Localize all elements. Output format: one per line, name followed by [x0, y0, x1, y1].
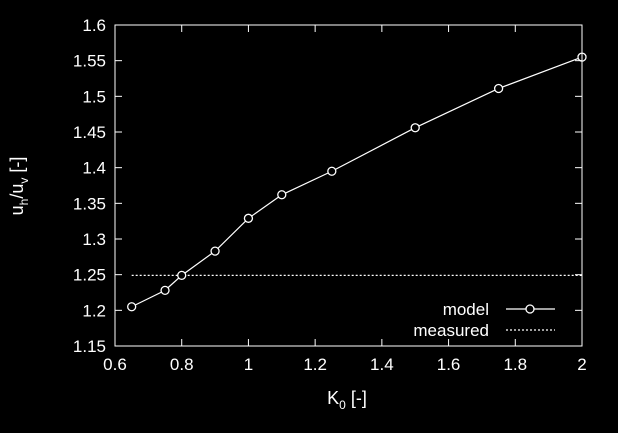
y-axis-label-subscript-h: h: [17, 199, 31, 206]
y-tick-label: 1.4: [82, 159, 106, 178]
x-tick-label: 1.6: [437, 355, 461, 374]
model-data-point: [277, 190, 287, 200]
axis-ticks: 0.6 0.8 1 1.2 1.4 1.6 1.8 2 1.15 1.2 1.25 1.3 1.35 1.…: [73, 16, 587, 374]
y-axis-label-subscript-v: v: [17, 178, 31, 184]
y-tick-label: 1.5: [82, 87, 106, 106]
y-tick-label: 1.6: [82, 16, 106, 35]
y-tick-label: 1.15: [73, 337, 106, 356]
y-axis-label-main: u: [7, 205, 27, 215]
y-tick-label: 1.2: [82, 301, 106, 320]
x-tick-label: 0.8: [170, 355, 194, 374]
x-axis-label: K0 [-]: [327, 388, 367, 412]
legend-marker-model: [525, 304, 535, 314]
y-tick-label: 1.3: [82, 230, 106, 249]
x-tick-label: 1.4: [370, 355, 394, 374]
model-data-point: [177, 270, 187, 281]
x-tick-label: 1.2: [303, 355, 327, 374]
legend-label-measured: measured: [413, 321, 489, 340]
legend: model measured: [413, 300, 555, 340]
plot-marks: [127, 52, 587, 312]
y-tick-label: 1.25: [73, 266, 106, 285]
y-tick-label: 1.55: [73, 52, 106, 71]
legend-label-model: model: [443, 300, 489, 319]
y-tick-label: 1.45: [73, 123, 106, 142]
plot-frame: [114, 24, 583, 347]
x-axis-label-main: K: [327, 388, 339, 408]
x-tick-label: 1.8: [503, 355, 527, 374]
model-data-point: [160, 285, 170, 296]
model-data-point: [493, 83, 504, 94]
x-tick-label: 2: [577, 355, 586, 374]
x-axis-label-subscript: 0: [339, 398, 346, 412]
y-tick-label: 1.35: [73, 194, 106, 213]
x-tick-label: 0.6: [103, 355, 127, 374]
x-axis-label-unit: [-]: [346, 388, 367, 408]
y-axis-label-slash: /u: [7, 184, 27, 199]
model-data-point: [410, 123, 420, 133]
x-tick-label: 1: [244, 355, 253, 374]
model-data-point: [127, 302, 137, 312]
model-data-point: [210, 246, 220, 256]
model-data-point: [327, 166, 337, 176]
model-data-point: [243, 213, 254, 223]
y-axis-label-unit: [-]: [7, 157, 27, 178]
model-line: [131, 56, 583, 308]
y-axis-label: uh/uv [-]: [7, 157, 31, 216]
